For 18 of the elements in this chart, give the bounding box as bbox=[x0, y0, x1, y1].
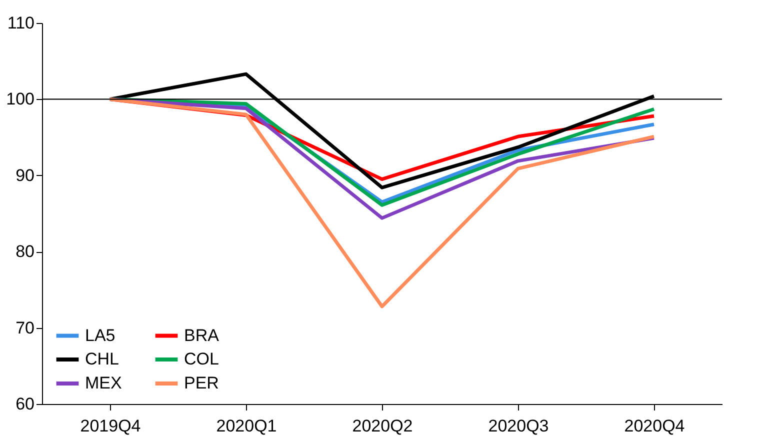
legend-label: COL bbox=[184, 350, 219, 368]
legend-label: MEX bbox=[85, 374, 122, 392]
x-tick-label: 2020Q1 bbox=[216, 416, 277, 436]
y-tick-label: 110 bbox=[7, 14, 34, 32]
legend-label: BRA bbox=[184, 326, 220, 345]
x-tick-label: 2020Q3 bbox=[488, 416, 549, 436]
legend-label: CHL bbox=[85, 350, 120, 368]
legend-label: LA5 bbox=[85, 326, 116, 345]
y-tick-label: 60 bbox=[16, 394, 34, 414]
y-tick-label: 70 bbox=[16, 318, 34, 338]
x-tick-label: 2020Q4 bbox=[624, 416, 685, 436]
y-tick-label: 80 bbox=[16, 242, 34, 262]
y-tick-label: 90 bbox=[16, 166, 34, 185]
legend-label: PER bbox=[184, 374, 219, 392]
y-tick-label: 100 bbox=[6, 90, 34, 109]
x-tick-label: 2019Q4 bbox=[80, 416, 141, 436]
line-series bbox=[108, 97, 656, 308]
x-tick-label: 2020Q2 bbox=[352, 416, 413, 436]
